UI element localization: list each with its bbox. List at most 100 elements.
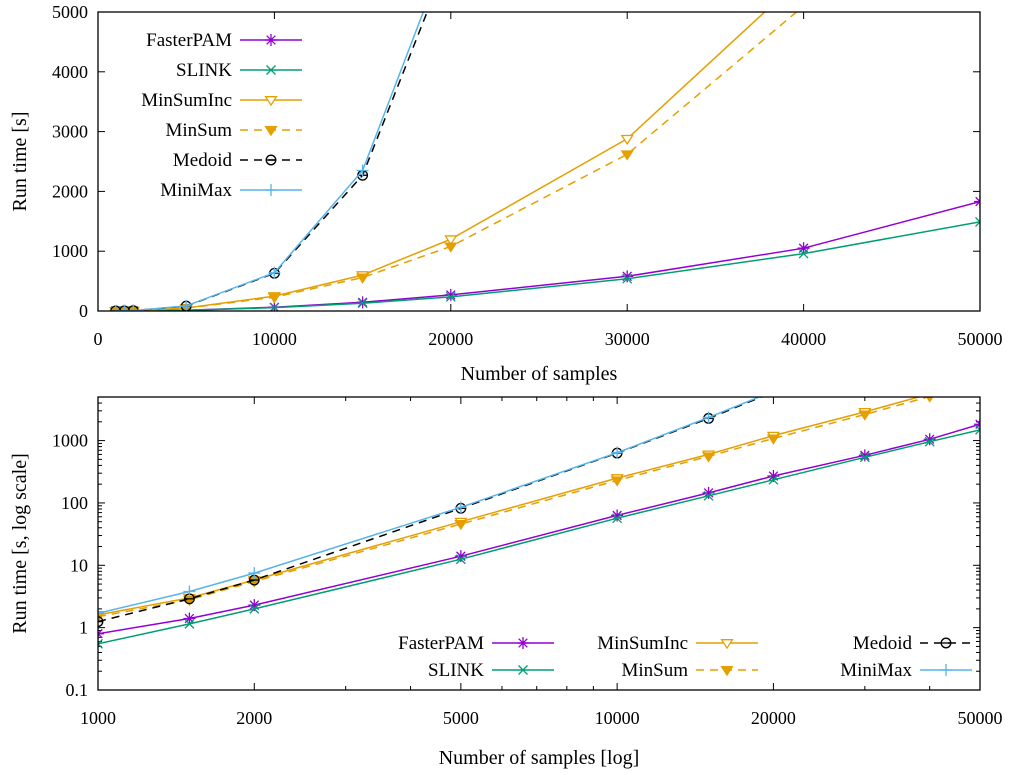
data-point-minsum [858, 410, 872, 421]
data-point-fasterpam [797, 242, 810, 255]
legend-label: FasterPAM [398, 633, 484, 654]
legend-label: MinSumInc [141, 90, 232, 111]
data-point-slink [612, 513, 623, 524]
data-point-slink [798, 248, 809, 259]
axis-ticks: 1000 2000 5000 10000 20000 50000 0.1 1 10 100 1000 [52, 397, 1003, 728]
legend-label: Medoid [853, 633, 913, 654]
y-tick-label: 100 [61, 493, 88, 513]
y-tick-label: 0.1 [66, 680, 89, 700]
legend-marker [518, 665, 528, 675]
y-tick-label: 3000 [52, 122, 88, 142]
data-point-minimax [702, 411, 715, 424]
data-point-minsum [620, 150, 634, 161]
x-tick-label: 50000 [958, 329, 1003, 349]
data-point-slink [975, 216, 980, 227]
y-axis-label: Run time [s] [9, 112, 31, 212]
plot-area [109, 12, 980, 311]
y-tick-label: 1000 [52, 241, 88, 261]
x-tick-label: 40000 [781, 329, 826, 349]
data-point-fasterpam [248, 599, 261, 612]
data-point-minsuminc [444, 235, 458, 246]
x-tick-label: 30000 [605, 329, 650, 349]
y-tick-label: 4000 [52, 62, 88, 82]
legend-label: MiniMax [160, 180, 232, 201]
data-point-slink [924, 436, 935, 447]
x-tick-label: 5000 [443, 708, 479, 728]
y-tick-label: 10 [70, 555, 88, 575]
data-point-fasterpam [702, 486, 715, 499]
data-point-minsum [766, 434, 781, 445]
data-point-fasterpam [923, 433, 936, 446]
data-point-minimax [268, 266, 281, 279]
legend-marker [517, 637, 529, 649]
plot-frame [97, 396, 981, 691]
data-point-medoid [771, 397, 776, 398]
data-point-slink [455, 554, 466, 565]
data-point-slink [622, 273, 633, 284]
data-point-minsum [454, 520, 468, 531]
series-line-fasterpam [115, 200, 980, 311]
linear-runtime-chart: 0 10000 20000 30000 40000 50000 0 1000 2000 3000 4… [9, 2, 1003, 385]
x-tick-label: 2000 [236, 708, 272, 728]
data-point-slink [703, 490, 714, 501]
legend-marker [266, 65, 276, 75]
data-point-minimax [180, 299, 193, 311]
data-point-fasterpam [611, 509, 624, 522]
legend-label: Medoid [173, 150, 233, 171]
x-tick-label: 50000 [958, 708, 1003, 728]
y-tick-label: 5000 [52, 2, 88, 22]
data-point-minimax [356, 164, 369, 177]
legend-label: MinSum [165, 120, 232, 141]
data-point-slink [445, 291, 456, 302]
data-point-slink [98, 638, 103, 649]
data-point-fasterpam [183, 612, 196, 625]
x-tick-label: 10000 [252, 329, 297, 349]
data-point-fasterpam [767, 470, 780, 483]
data-point-slink [859, 452, 870, 463]
legend-marker [265, 184, 277, 196]
x-tick-label: 0 [94, 329, 103, 349]
series-line-fasterpam [98, 423, 980, 635]
y-tick-label: 2000 [52, 181, 88, 201]
data-point-slink [249, 603, 260, 614]
x-axis-label: Number of samples [461, 363, 618, 385]
legend-marker [265, 34, 277, 46]
data-point-minimax [611, 446, 624, 459]
x-tick-label: 20000 [428, 329, 473, 349]
x-tick-label: 1000 [80, 708, 116, 728]
log-runtime-chart: 1000 2000 5000 10000 20000 500000.11101001000… [9, 396, 1003, 769]
data-point-fasterpam [444, 288, 457, 301]
x-tick-label: 20000 [751, 708, 796, 728]
x-tick-label: 10000 [595, 708, 640, 728]
plot-area [98, 397, 980, 649]
legend-label: FasterPAM [146, 30, 232, 51]
data-point-minsum [803, 12, 804, 13]
data-point-minimax [772, 397, 775, 398]
legend-marker [264, 126, 278, 137]
data-point-minsum [610, 476, 624, 487]
data-point-minimax [248, 567, 261, 580]
legend-label: SLINK [176, 60, 232, 81]
x-axis-label: Number of samples [log] [439, 747, 640, 769]
legend-marker [720, 666, 734, 677]
legend-marker [264, 96, 278, 107]
legend-label: MinSumInc [597, 633, 688, 654]
data-point-minsum [356, 273, 370, 284]
legend-label: MiniMax [840, 660, 912, 681]
data-point-fasterpam [621, 270, 634, 283]
data-point-minsum [444, 242, 458, 253]
data-point-minsum [267, 293, 281, 304]
plot-frame [97, 11, 981, 312]
data-point-slink [357, 298, 368, 309]
data-point-fasterpam [858, 449, 871, 462]
legend-marker [940, 664, 952, 676]
data-point-minimax [98, 607, 104, 620]
data-point-minsum [701, 452, 716, 463]
series-line-medoid [98, 397, 764, 623]
legend-label: SLINK [428, 660, 484, 681]
legend-label: MinSum [621, 660, 688, 681]
data-point-minimax [454, 501, 467, 514]
legend: FasterPAM SLINK MinSumInc MinSum Medoid MiniM… [398, 633, 972, 681]
y-tick-label: 1 [79, 618, 88, 638]
